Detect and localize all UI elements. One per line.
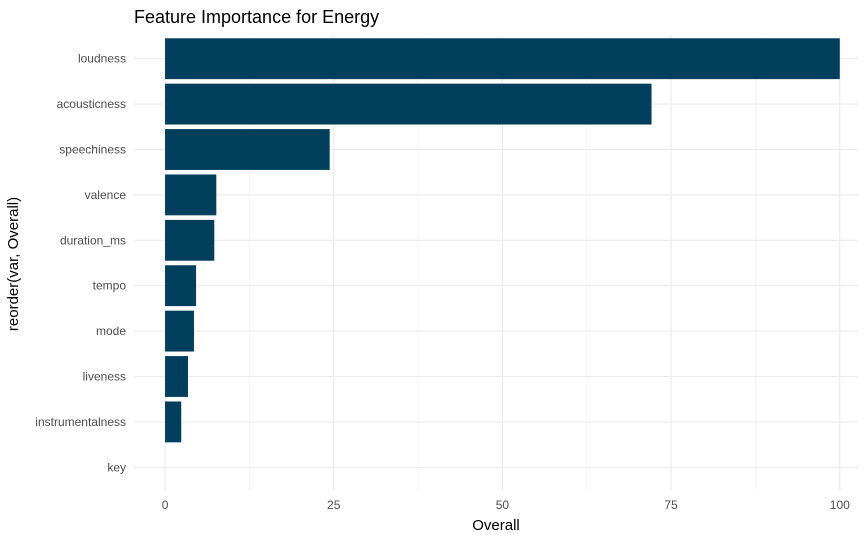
bars xyxy=(165,38,840,443)
y-tick-label: duration_ms xyxy=(60,233,126,247)
bar-tempo xyxy=(165,265,197,307)
x-axis-ticks: 0 25 50 75 100 xyxy=(162,498,850,512)
y-tick-label: tempo xyxy=(93,279,127,293)
y-tick-label: loudness xyxy=(78,52,126,66)
bar-loudness xyxy=(165,38,840,80)
x-tick-label: 0 xyxy=(162,498,169,512)
bar-acousticness xyxy=(165,83,652,125)
x-tick-label: 75 xyxy=(664,498,678,512)
y-tick-label: valence xyxy=(85,188,127,202)
y-tick-label: speechiness xyxy=(59,143,126,157)
bar-liveness xyxy=(165,356,188,397)
y-tick-label: instrumentalness xyxy=(35,415,126,429)
y-tick-label: acousticness xyxy=(57,97,126,111)
bar-valence xyxy=(165,174,217,216)
y-tick-label: mode xyxy=(96,324,126,338)
x-axis-title: Overall xyxy=(472,517,520,534)
x-tick-label: 50 xyxy=(496,498,510,512)
bar-duration_ms xyxy=(165,219,215,261)
y-axis-title: reorder(var, Overall) xyxy=(5,197,22,331)
x-tick-label: 100 xyxy=(830,498,850,512)
x-tick-label: 25 xyxy=(327,498,341,512)
y-tick-label: key xyxy=(107,460,126,474)
bar-mode xyxy=(165,310,195,352)
bar-speechiness xyxy=(165,129,330,170)
bar-instrumentalness xyxy=(165,401,182,443)
chart-title: Feature Importance for Energy xyxy=(134,7,379,27)
y-axis-ticks: loudness acousticness speechiness valence du… xyxy=(35,52,126,475)
y-tick-label: liveness xyxy=(83,370,126,384)
